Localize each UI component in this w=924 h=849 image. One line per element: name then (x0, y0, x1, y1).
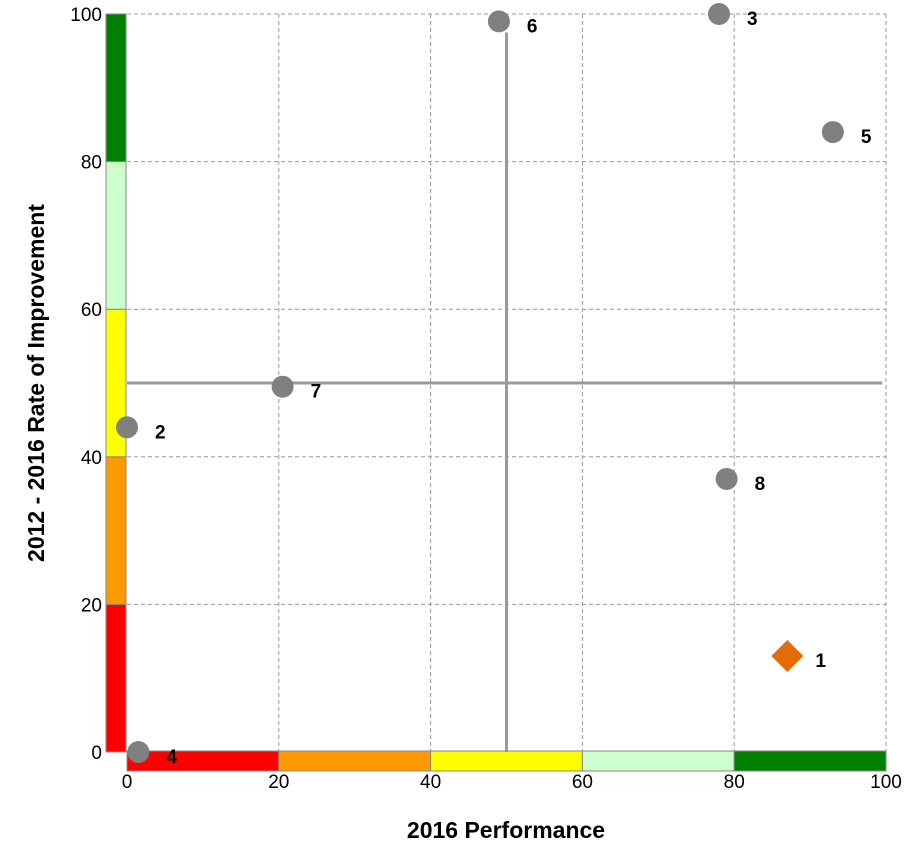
x-color-band (581, 750, 735, 772)
y-tick-label: 40 (81, 448, 102, 469)
data-point-5 (821, 121, 844, 144)
data-point-1 (771, 640, 804, 673)
data-point-7 (271, 375, 294, 398)
y-tick-label: 80 (81, 153, 102, 174)
x-tick-label: 0 (122, 772, 133, 793)
point-label-8: 8 (755, 474, 766, 495)
data-point-2 (116, 416, 138, 439)
data-point-3 (708, 3, 731, 25)
y-tick-label: 100 (70, 5, 102, 26)
point-label-2: 2 (155, 422, 166, 443)
point-label-5: 5 (861, 127, 872, 148)
x-color-band (430, 750, 583, 772)
x-tick-label: 100 (870, 772, 902, 793)
point-label-4: 4 (166, 747, 177, 768)
y-tick-label: 60 (81, 300, 102, 321)
data-point-4 (127, 741, 150, 763)
y-color-band (105, 13, 127, 163)
color-bands (105, 13, 887, 772)
x-color-band (733, 750, 887, 772)
x-tick-label: 40 (420, 772, 441, 793)
point-label-3: 3 (747, 9, 758, 30)
y-tick-label: 20 (81, 595, 102, 616)
x-tick-label: 80 (724, 772, 745, 793)
tick-labels: 0 20 40 60 80 100 0 20 40 60 80 100 (70, 5, 902, 793)
point-label-7: 7 (311, 382, 322, 403)
y-color-band (105, 603, 127, 753)
y-color-band (105, 456, 127, 605)
x-color-band (278, 750, 432, 772)
reference-lines (127, 32, 883, 752)
y-axis-title: 2012 - 2016 Rate of Improvement (23, 204, 49, 562)
y-color-band (105, 161, 127, 310)
x-color-band (126, 750, 280, 772)
data-point-6 (487, 10, 510, 33)
x-tick-label: 20 (268, 772, 289, 793)
y-tick-label: 0 (91, 743, 102, 764)
x-axis-title: 2016 Performance (407, 817, 605, 843)
data-point-8 (715, 467, 738, 490)
point-label-6: 6 (527, 16, 538, 37)
x-tick-label: 60 (572, 772, 593, 793)
data-points: 1 2 3 4 5 6 7 8 (116, 3, 872, 768)
point-label-1: 1 (815, 651, 826, 672)
